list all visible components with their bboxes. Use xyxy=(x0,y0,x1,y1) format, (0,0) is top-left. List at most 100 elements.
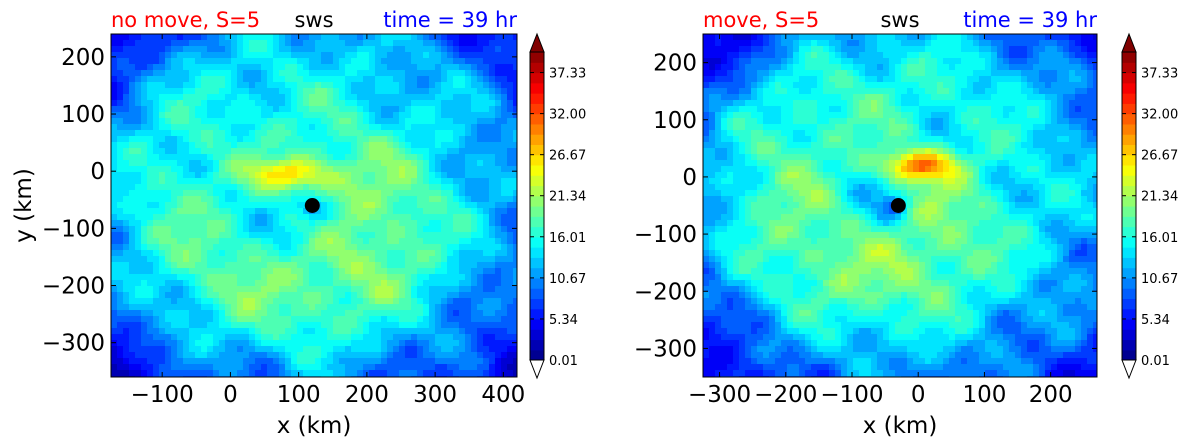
heatmap-cell xyxy=(291,334,298,341)
heatmap-cell xyxy=(991,52,998,59)
heatmap-cell xyxy=(793,46,800,53)
heatmap-cell xyxy=(1075,106,1082,113)
heatmap-cell xyxy=(835,70,842,77)
heatmap-cell xyxy=(357,346,364,353)
heatmap-cell xyxy=(243,250,250,257)
heatmap-cell xyxy=(1069,112,1076,119)
heatmap-cell xyxy=(123,268,130,275)
heatmap-cell xyxy=(333,292,340,299)
heatmap-cell xyxy=(255,310,262,317)
heatmap-cell xyxy=(177,220,184,227)
heatmap-cell xyxy=(267,100,274,107)
heatmap-cell xyxy=(471,106,478,113)
heatmap-cell xyxy=(429,334,436,341)
heatmap-cell xyxy=(207,352,214,359)
heatmap-cell xyxy=(297,46,304,53)
heatmap-cell xyxy=(129,292,136,299)
heatmap-cell xyxy=(345,352,352,359)
heatmap-cell xyxy=(135,334,142,341)
heatmap-cell xyxy=(333,196,340,203)
heatmap-cell xyxy=(183,256,190,263)
heatmap-cell xyxy=(435,208,442,215)
heatmap-cell xyxy=(369,136,376,143)
heatmap-cell xyxy=(429,316,436,323)
heatmap-cell xyxy=(207,130,214,137)
heatmap-cell xyxy=(489,106,496,113)
heatmap-cell xyxy=(225,94,232,101)
heatmap-cell xyxy=(297,322,304,329)
heatmap-cell xyxy=(171,40,178,47)
heatmap-cell xyxy=(291,172,298,179)
heatmap-cell xyxy=(111,316,118,323)
heatmap-cell xyxy=(321,340,328,347)
heatmap-cell xyxy=(279,316,286,323)
heatmap-cell xyxy=(453,220,460,227)
heatmap-cell xyxy=(285,118,292,125)
heatmap-cell xyxy=(1015,82,1022,89)
heatmap-cell xyxy=(297,304,304,311)
heatmap-cell xyxy=(231,178,238,185)
heatmap-cell xyxy=(501,172,508,179)
heatmap-cell xyxy=(471,340,478,347)
heatmap-cell xyxy=(249,106,256,113)
heatmap-cell xyxy=(721,106,728,113)
heatmap-cell xyxy=(183,58,190,65)
heatmap-cell xyxy=(507,34,514,41)
heatmap-cell xyxy=(237,250,244,257)
heatmap-cell xyxy=(973,112,980,119)
heatmap-cell xyxy=(327,148,334,155)
heatmap-cell xyxy=(339,214,346,221)
heatmap-cell xyxy=(135,124,142,131)
heatmap-cell xyxy=(763,76,770,83)
heatmap-cell xyxy=(447,238,454,245)
heatmap-cell xyxy=(399,340,406,347)
heatmap-cell xyxy=(447,226,454,233)
heatmap-cell xyxy=(429,70,436,77)
heatmap-cell xyxy=(363,292,370,299)
heatmap-cell xyxy=(159,292,166,299)
heatmap-cell xyxy=(1021,94,1028,101)
heatmap-cell xyxy=(309,274,316,281)
heatmap-cell xyxy=(465,64,472,71)
heatmap-cell xyxy=(465,262,472,269)
heatmap-cell xyxy=(189,142,196,149)
heatmap-cell xyxy=(213,184,220,191)
heatmap-cell xyxy=(201,106,208,113)
heatmap-cell xyxy=(129,352,136,359)
heatmap-cell xyxy=(363,160,370,167)
heatmap-cell xyxy=(369,232,376,239)
heatmap-cell xyxy=(357,262,364,269)
heatmap-cell xyxy=(237,298,244,305)
heatmap-cell xyxy=(321,232,328,239)
heatmap-cell xyxy=(447,262,454,269)
heatmap-cell xyxy=(321,166,328,173)
heatmap-cell xyxy=(1021,106,1028,113)
heatmap-cell xyxy=(745,40,752,47)
heatmap-cell xyxy=(261,118,268,125)
heatmap-cell xyxy=(949,106,956,113)
heatmap-cell xyxy=(279,52,286,59)
heatmap-cell xyxy=(507,220,514,227)
heatmap-cell xyxy=(231,358,238,365)
heatmap-cell xyxy=(459,70,466,77)
heatmap-cell xyxy=(925,46,932,53)
heatmap-cell xyxy=(327,124,334,131)
heatmap-cell xyxy=(513,40,518,47)
heatmap-cell xyxy=(769,70,776,77)
heatmap-cell xyxy=(429,76,436,83)
heatmap-cell xyxy=(1075,34,1082,41)
heatmap-cell xyxy=(333,154,340,161)
heatmap-cell xyxy=(793,118,800,125)
heatmap-cell xyxy=(315,88,322,95)
heatmap-cell xyxy=(435,304,442,311)
heatmap-cell xyxy=(775,94,782,101)
heatmap-cell xyxy=(345,226,352,233)
heatmap-cell xyxy=(153,166,160,173)
heatmap-cell xyxy=(219,118,226,125)
heatmap-cell xyxy=(297,112,304,119)
heatmap-cell xyxy=(321,346,328,353)
heatmap-cell xyxy=(787,112,794,119)
heatmap-cell xyxy=(411,166,418,173)
heatmap-cell xyxy=(477,298,484,305)
heatmap-cell xyxy=(213,190,220,197)
